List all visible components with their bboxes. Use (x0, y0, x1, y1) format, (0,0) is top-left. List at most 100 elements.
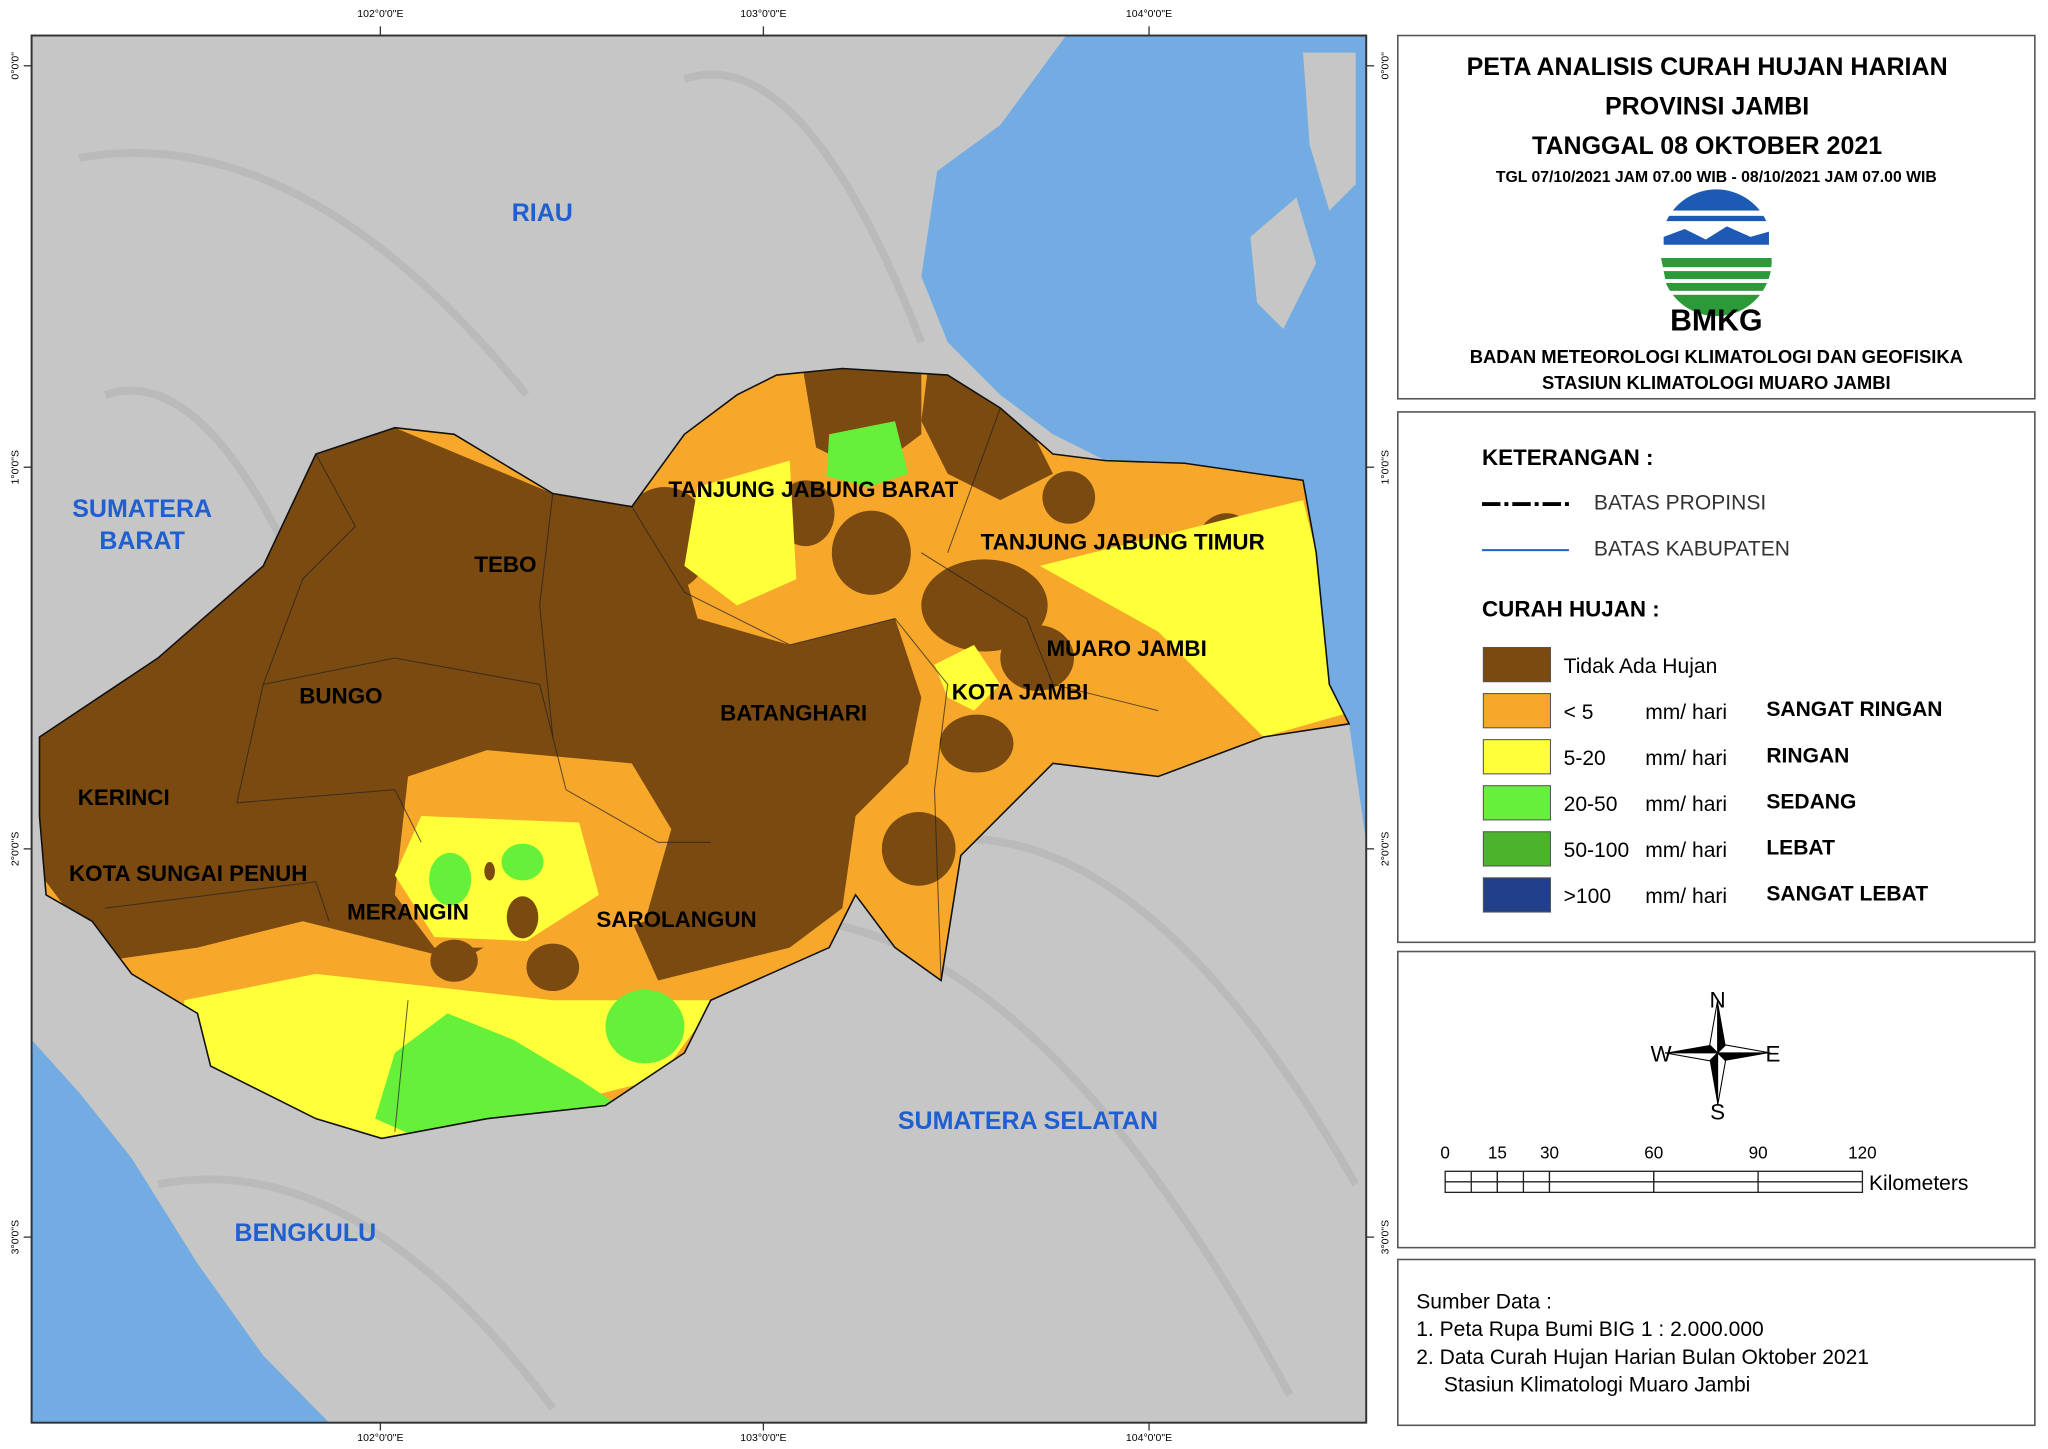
district-label: KOTA SUNGAI PENUH (69, 861, 308, 886)
legend-label: BATAS PROPINSI (1594, 492, 1766, 515)
graticule-label: 104°0'0"E (1126, 1432, 1172, 1444)
legend-swatch (1482, 785, 1552, 821)
scale-unit: Kilometers (1869, 1172, 1968, 1195)
district-boundary (105, 881, 330, 922)
legend-class-name: SANGAT LEBAT (1766, 882, 1928, 905)
zone (1042, 471, 1096, 524)
terrain (157, 1175, 556, 1411)
district-label: MERANGIN (347, 899, 469, 924)
district-boundary (565, 789, 711, 843)
graticule-label: 2°0'0"S (1380, 832, 1392, 867)
district-label: BUNGO (299, 683, 382, 708)
subtitle: TGL 07/10/2021 JAM 07.00 WIB - 08/10/202… (1496, 169, 1937, 186)
island (1250, 197, 1317, 330)
org-line: STASIUN KLIMATOLOGI MUARO JAMBI (1542, 372, 1891, 393)
zone (921, 368, 1053, 501)
district-label: BATANGHARI (720, 701, 867, 726)
overlay: RIAU SUMATERA BARAT SUMATERA SELATAN BENGKUL… (69, 53, 1968, 1396)
compass-rose (1664, 1000, 1771, 1106)
province-label: RIAU (512, 199, 573, 227)
district-label: TEBO (474, 552, 536, 577)
province-label: SUMATERA (72, 495, 212, 523)
legend-swatch (1482, 646, 1552, 683)
district-boundary (631, 506, 896, 646)
scale-tick-label: 30 (1540, 1144, 1559, 1163)
title-line: PETA ANALISIS CURAH HUJAN HARIAN (1467, 53, 1948, 81)
terrain (920, 834, 1360, 1187)
district-label: KOTA JAMBI (952, 679, 1089, 704)
legend-swatch (1482, 693, 1552, 729)
district-boundary (894, 618, 949, 981)
graticule-label: 103°0'0"E (740, 8, 786, 20)
zone (1039, 500, 1350, 738)
legend-label: BATAS KABUPATEN (1594, 538, 1790, 561)
zone (881, 812, 956, 886)
scale-tick-label: 90 (1749, 1144, 1768, 1163)
compass-letter: N (1710, 987, 1726, 1012)
zone (684, 460, 797, 606)
graticule-label: 104°0'0"E (1126, 8, 1172, 20)
legend-range: Tidak Ada Hujan (1564, 655, 1718, 678)
zone (430, 939, 478, 982)
graticule-label: 102°0'0"E (357, 1432, 403, 1444)
title-line: TANGGAL 08 OKTOBER 2021 (1532, 132, 1882, 160)
map-frame (30, 34, 1368, 1424)
zone (826, 421, 909, 487)
map-area (31, 35, 1367, 1423)
zone (501, 843, 544, 881)
legend-subtitle: CURAH HUJAN : (1482, 597, 1660, 622)
district-boundary (539, 493, 567, 790)
legend-range: 5-20 (1564, 747, 1606, 770)
source-line: Stasiun Klimatologi Muaro Jambi (1444, 1373, 1751, 1396)
legend-range: < 5 (1564, 701, 1594, 724)
legend-unit: mm/ hari (1645, 793, 1727, 816)
legend-class-name: RINGAN (1766, 744, 1849, 767)
graticule: 102°0'0"E 102°0'0"E 103°0'0"E 103°0'0"E 104°… (10, 8, 1392, 1444)
zone (394, 815, 599, 941)
province-boundary (38, 367, 1351, 1140)
graticule-label: 0°0'0" (1380, 52, 1392, 80)
source-line: 1. Peta Rupa Bumi BIG 1 : 2.000.000 (1416, 1318, 1764, 1341)
district-label: KERINCI (78, 785, 170, 810)
province-label: SUMATERA SELATAN (898, 1107, 1158, 1135)
legend-range: >100 (1564, 885, 1611, 908)
legend-range: 20-50 (1564, 793, 1618, 816)
district-boundary (263, 657, 554, 738)
zone (506, 896, 539, 939)
zone (429, 852, 472, 906)
rainfall-zones (39, 368, 1350, 1139)
compass-letter: E (1765, 1041, 1780, 1066)
compass-letter: W (1650, 1041, 1672, 1066)
scale-tick-label: 60 (1644, 1144, 1663, 1163)
legend-unit: mm/ hari (1645, 747, 1727, 770)
legend-swatch (1482, 831, 1552, 867)
scale-tick-label: 15 (1488, 1144, 1507, 1163)
bmkg-logo (1661, 189, 1772, 317)
graticule-label: 1°0'0"S (1380, 450, 1392, 485)
source-title: Sumber Data : (1416, 1290, 1552, 1313)
source-panel (1397, 1258, 2036, 1427)
zone (939, 714, 1014, 773)
legend-class-name: SEDANG (1766, 790, 1856, 813)
district-label: MUARO JAMBI (1047, 636, 1207, 661)
legend-unit: mm/ hari (1645, 885, 1727, 908)
province-label: BENGKULU (235, 1219, 377, 1247)
district-label: SAROLANGUN (596, 907, 756, 932)
terrain (78, 149, 530, 398)
zone (605, 989, 685, 1064)
district-boundary (947, 407, 1001, 553)
district-boundary (236, 453, 357, 803)
legend-class-name: SANGAT RINGAN (1766, 698, 1942, 721)
legend-title: KETERANGAN : (1482, 445, 1653, 470)
legend-range: 50-100 (1564, 839, 1630, 862)
legend-class-name: LEBAT (1766, 836, 1835, 859)
graticule-label: 0°0'0" (10, 52, 22, 80)
zone (1000, 625, 1075, 691)
district-boundary (921, 552, 1159, 712)
district-boundary (236, 789, 422, 843)
district-boundary (394, 1000, 409, 1132)
title-line: PROVINSI JAMBI (1605, 93, 1809, 121)
compass-panel (1397, 950, 2036, 1249)
legend-unit: mm/ hari (1645, 701, 1727, 724)
